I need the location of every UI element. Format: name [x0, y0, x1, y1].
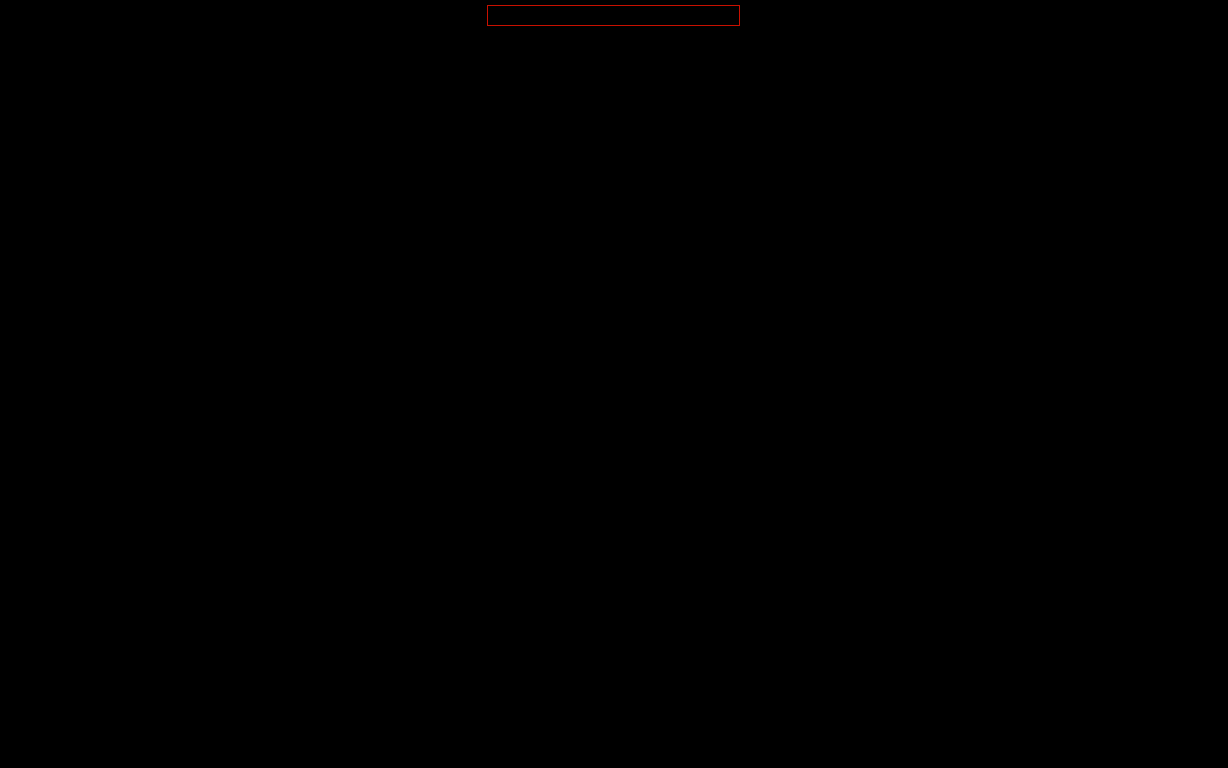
colorbar-gradient: [487, 5, 740, 26]
